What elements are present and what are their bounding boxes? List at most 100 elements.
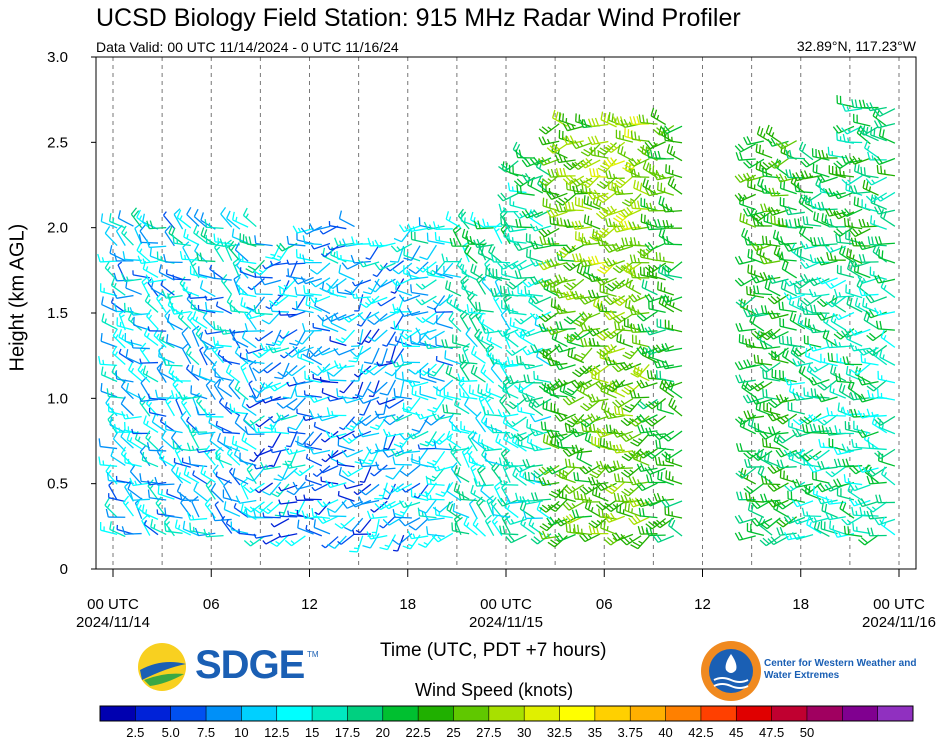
colorbar-swatch xyxy=(771,706,808,721)
wind-barb xyxy=(820,353,838,367)
wind-barb xyxy=(735,322,756,332)
wind-barb xyxy=(166,313,183,331)
wind-barb xyxy=(734,143,757,153)
wind-barb xyxy=(879,349,896,366)
wind-barb xyxy=(418,499,437,514)
wind-barb xyxy=(547,237,568,247)
wind-barb xyxy=(830,365,847,382)
wind-barb xyxy=(492,268,511,281)
wind-barb xyxy=(341,500,363,509)
wind-barb xyxy=(502,431,519,449)
wind-barb xyxy=(850,237,871,247)
wind-barb xyxy=(816,296,838,308)
wind-barb xyxy=(467,291,478,312)
wind-barb xyxy=(872,346,888,366)
wind-barb xyxy=(309,410,331,419)
wind-barb xyxy=(505,416,527,428)
wind-barb xyxy=(260,501,282,515)
wind-barb xyxy=(294,495,314,501)
wind-barb xyxy=(498,160,519,172)
wind-barb xyxy=(571,253,593,263)
wind-barb xyxy=(858,254,879,263)
wind-barb xyxy=(734,192,756,202)
wind-barb xyxy=(574,196,593,211)
wind-barb xyxy=(751,381,773,392)
wind-barb xyxy=(515,149,535,159)
wind-barb xyxy=(359,399,372,416)
wind-barb xyxy=(841,515,863,526)
wind-barb xyxy=(221,274,233,295)
wind-barb xyxy=(137,255,159,265)
wind-barb xyxy=(480,482,495,503)
wind-barb xyxy=(390,449,413,457)
wind-barb xyxy=(555,167,576,177)
wind-barb xyxy=(660,498,683,508)
wind-barb xyxy=(468,384,486,400)
wind-barb xyxy=(355,518,372,534)
wind-barb xyxy=(849,498,871,507)
wind-barb xyxy=(742,394,765,404)
wind-barb xyxy=(498,203,519,213)
wind-barb xyxy=(408,261,429,275)
wind-barb xyxy=(319,278,339,293)
wind-barb xyxy=(482,406,502,417)
wind-barb xyxy=(393,534,405,552)
wind-barb xyxy=(825,296,847,308)
wind-barb xyxy=(245,347,265,355)
wind-barb xyxy=(779,370,797,383)
wind-barb xyxy=(409,335,429,347)
wind-barb xyxy=(866,527,887,537)
wind-barb xyxy=(265,329,282,347)
wind-barb xyxy=(802,216,822,227)
wind-barb xyxy=(139,358,159,364)
wind-barb xyxy=(660,294,683,304)
wind-barb xyxy=(852,522,871,535)
wind-barb xyxy=(791,499,814,508)
wind-barb xyxy=(620,535,642,546)
wind-barb xyxy=(470,345,486,364)
wind-barb xyxy=(870,215,887,230)
wind-barb xyxy=(353,483,372,496)
wind-barb xyxy=(658,227,675,246)
wind-barb xyxy=(832,311,855,321)
wind-barb xyxy=(321,536,339,549)
wind-barb xyxy=(359,295,380,309)
wind-barb xyxy=(658,295,675,313)
wind-barb xyxy=(603,157,625,168)
wind-barb xyxy=(131,428,150,435)
wind-barb xyxy=(857,376,879,386)
wind-barb xyxy=(793,285,814,296)
wind-barb xyxy=(183,228,200,246)
wind-barb xyxy=(784,206,805,216)
wind-barb xyxy=(338,264,355,281)
wind-barb xyxy=(604,170,625,180)
wind-barb xyxy=(157,485,175,500)
wind-barb xyxy=(743,359,765,369)
wind-barb xyxy=(144,293,159,313)
wind-barb xyxy=(426,467,446,482)
wind-barb xyxy=(806,516,822,535)
x-tick-label: 00 UTC xyxy=(87,596,139,613)
wind-barb xyxy=(558,129,576,144)
wind-barb xyxy=(374,410,396,419)
wind-barb xyxy=(286,397,306,411)
wind-barb xyxy=(244,501,265,513)
wind-barb xyxy=(416,261,437,273)
wind-barb xyxy=(639,248,658,262)
wind-barb xyxy=(788,383,806,400)
wind-barb xyxy=(292,276,314,285)
wind-barb xyxy=(862,179,879,196)
wind-barb xyxy=(564,201,584,212)
wind-barb xyxy=(305,296,323,312)
wind-barb xyxy=(214,501,225,520)
wind-barb xyxy=(202,310,216,331)
wind-barb xyxy=(562,396,585,406)
wind-barb xyxy=(415,327,437,336)
wind-barb xyxy=(538,123,560,135)
wind-barb xyxy=(270,518,290,528)
wind-barb xyxy=(523,374,543,384)
wind-barb xyxy=(432,500,454,513)
wind-barb xyxy=(628,157,650,167)
wind-barb xyxy=(374,443,396,452)
wind-barb xyxy=(874,191,896,202)
